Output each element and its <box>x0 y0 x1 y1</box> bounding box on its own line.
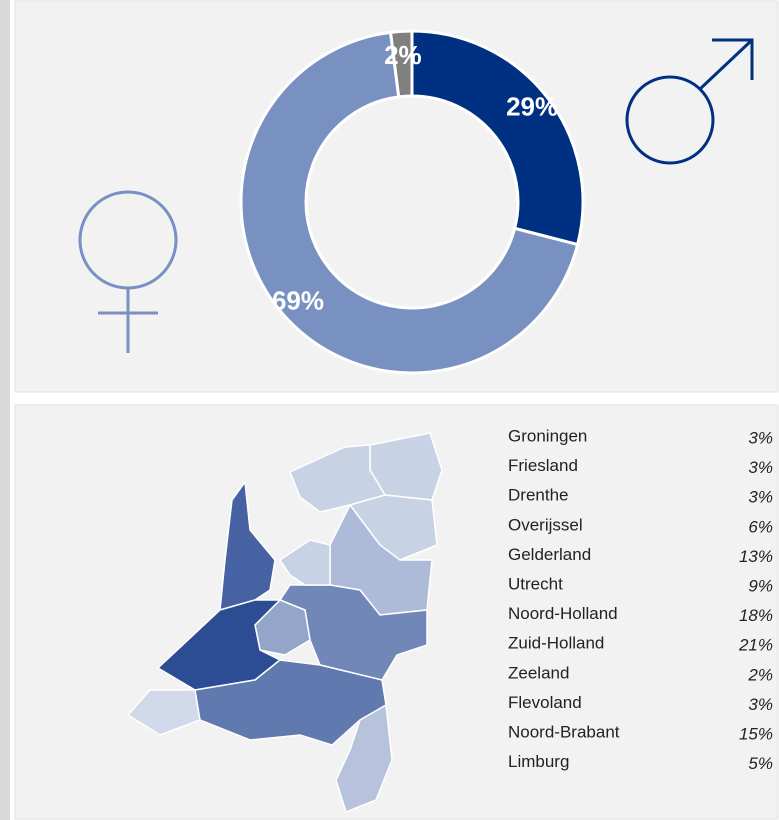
left-edge <box>0 0 10 820</box>
data-label: 69% <box>272 285 324 315</box>
province <box>156 599 282 691</box>
female-symbol <box>78 190 178 353</box>
province-share: 13% <box>739 547 773 566</box>
male-symbol <box>625 38 754 165</box>
donut-segment <box>239 30 580 375</box>
data-label: 29% <box>506 92 558 122</box>
province-name: Noord-Brabant <box>508 722 620 741</box>
map <box>126 432 443 813</box>
province-share: 15% <box>739 724 773 743</box>
donut-chart: 29% 69% 2% <box>239 29 585 375</box>
province-name: Groningen <box>508 426 587 445</box>
donut-segment <box>388 29 414 99</box>
province-share: 9% <box>748 576 773 595</box>
province-name: Zeeland <box>508 663 569 682</box>
province-share: 18% <box>739 606 773 625</box>
province <box>126 689 201 736</box>
province <box>335 703 393 813</box>
province <box>219 479 276 612</box>
donut-segment <box>410 29 585 247</box>
province-share: 3% <box>748 695 773 714</box>
province-name: Noord-Holland <box>508 604 618 623</box>
province-name: Zuid-Holland <box>508 634 604 653</box>
province-name: Limburg <box>508 752 569 771</box>
province-name: Gelderland <box>508 545 591 564</box>
province-share: 3% <box>748 428 773 447</box>
province-name: Friesland <box>508 456 578 475</box>
province <box>278 539 331 586</box>
data-label: 2% <box>384 40 422 70</box>
province-share: 3% <box>748 458 773 477</box>
province-share: 2% <box>747 665 773 684</box>
province-table: Groningen 3% Friesland 3% Drenthe 3% Overijsse… <box>508 426 773 773</box>
province-share: 21% <box>738 636 773 655</box>
province-name: Overijssel <box>508 515 583 534</box>
province-name: Utrecht <box>508 574 563 593</box>
province-share: 5% <box>748 754 773 773</box>
province-name: Drenthe <box>508 486 568 505</box>
province-name: Flevoland <box>508 693 582 712</box>
province-share: 6% <box>748 517 773 536</box>
province-share: 3% <box>748 488 773 507</box>
